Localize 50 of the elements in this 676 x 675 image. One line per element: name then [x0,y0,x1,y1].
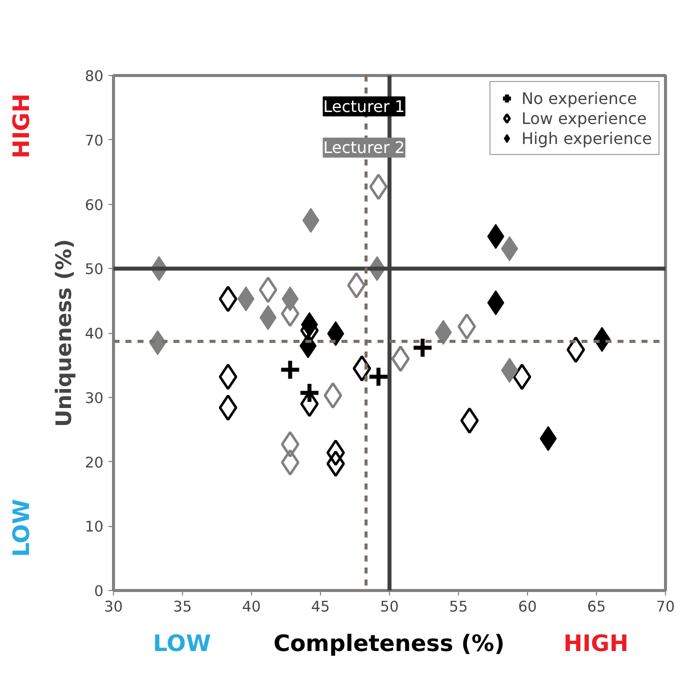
x-tick-label: 65 [587,598,606,616]
point [326,450,345,477]
y-tick-label: 80 [84,68,104,85]
point [258,276,278,304]
point [280,431,300,458]
point [367,366,390,388]
point [279,358,302,381]
text: LOW [153,630,211,659]
x-tick-label: 70 [656,598,675,616]
x-axis-title: Completeness (%) [273,630,505,659]
point [298,382,320,404]
legend-label: No experience [521,88,637,108]
x-tick-label: 55 [449,598,468,616]
y-tick-label: 30 [84,390,104,407]
point [218,364,238,390]
text: HIGH [564,630,628,659]
point [326,439,345,466]
point [324,382,342,409]
y-tick-label: 50 [84,261,104,278]
point [218,394,238,421]
y-tick-label: 70 [84,132,104,150]
y-tick-label: 0 [94,583,104,600]
point [458,313,476,340]
x-tick-label: 60 [518,598,537,616]
text: LOW [8,499,36,557]
point [512,364,532,390]
point [391,346,410,372]
point [460,407,479,434]
legend-label: High experience [521,128,652,148]
annotation: Lecturer 1 [323,96,405,116]
x-tick-label: 45 [311,598,330,616]
text: HIGH [8,94,36,158]
x-tick-label: 35 [173,598,192,616]
point [369,174,388,200]
point [347,272,366,299]
y-tick-label: 60 [84,196,104,214]
y-tick-label: 40 [84,326,104,342]
x-tick-label: 50 [380,598,399,616]
point [218,286,238,312]
y-tick-label: 10 [84,518,104,536]
x-tick-label: 40 [242,598,261,616]
point [412,336,434,359]
x-tick-label: 30 [104,598,123,616]
y-tick-label: 20 [84,454,104,472]
y-axis-title: Uniqueness (%) [52,238,77,428]
point [566,336,586,363]
legend-label: Low experience [521,108,647,128]
point [280,449,300,476]
annotation: Lecturer 2 [323,138,405,158]
point [352,355,372,382]
